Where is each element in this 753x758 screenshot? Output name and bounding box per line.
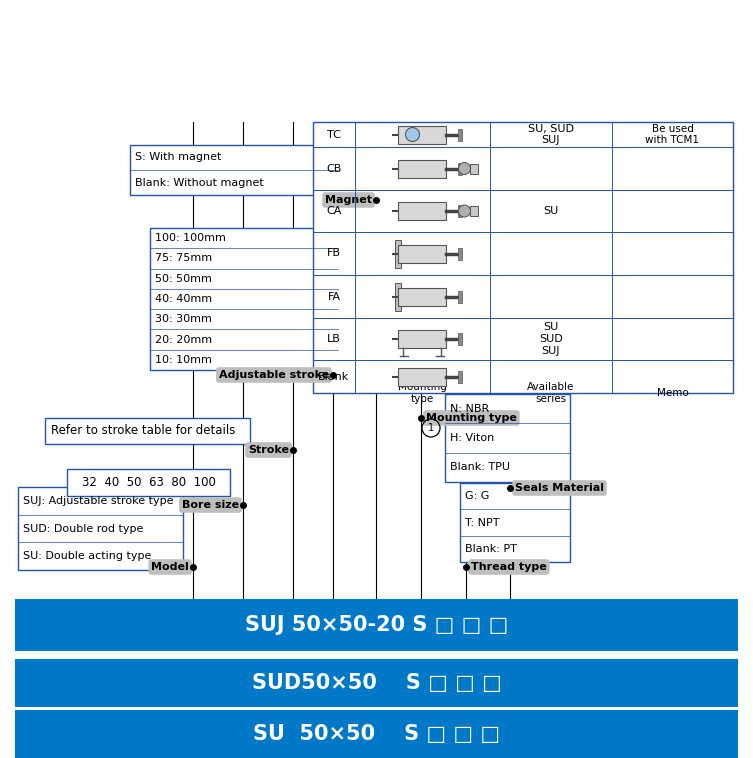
Bar <box>130 145 338 195</box>
Text: 10: 10mm: 10: 10mm <box>155 355 212 365</box>
Bar <box>395 240 401 268</box>
Bar <box>45 418 250 444</box>
Text: FB: FB <box>327 249 341 258</box>
Circle shape <box>459 162 471 174</box>
Bar <box>459 205 462 217</box>
Text: Seals Material: Seals Material <box>515 483 604 493</box>
Text: T: NPT: T: NPT <box>465 518 499 528</box>
Text: 75: 75mm: 75: 75mm <box>155 253 212 264</box>
Bar <box>313 122 733 393</box>
Text: Mounting
type: Mounting type <box>398 382 447 404</box>
Bar <box>398 245 447 262</box>
Text: H: Viton: H: Viton <box>450 433 494 443</box>
Text: SU: SU <box>544 206 559 216</box>
Bar <box>459 290 462 302</box>
Text: 20: 20mm: 20: 20mm <box>155 334 212 345</box>
Bar <box>459 248 462 259</box>
Bar <box>471 206 478 216</box>
Bar <box>15 659 738 707</box>
Text: S: With magnet: S: With magnet <box>135 152 221 162</box>
Bar <box>395 283 401 311</box>
Text: 32  40  50  63  80  100: 32 40 50 63 80 100 <box>81 476 215 489</box>
Text: SUD: Double rod type: SUD: Double rod type <box>23 524 143 534</box>
Text: Thread type: Thread type <box>471 562 547 572</box>
Text: CB: CB <box>326 164 342 174</box>
Text: Model: Model <box>151 562 189 572</box>
Bar <box>398 287 447 305</box>
Text: Magnet: Magnet <box>325 195 372 205</box>
Bar <box>459 371 462 383</box>
Bar <box>398 368 447 386</box>
Text: SU: Double acting type: SU: Double acting type <box>23 551 151 561</box>
Text: SUJ: Adjustable stroke type: SUJ: Adjustable stroke type <box>23 496 173 506</box>
Bar <box>398 330 447 348</box>
Bar <box>18 487 183 570</box>
Text: 1: 1 <box>428 423 434 433</box>
Circle shape <box>459 205 471 217</box>
Text: Blank: PT: Blank: PT <box>465 543 517 554</box>
Circle shape <box>406 127 419 142</box>
Text: LB: LB <box>327 334 341 344</box>
Text: Blank: Without magnet: Blank: Without magnet <box>135 177 264 187</box>
Bar <box>459 333 462 345</box>
Text: 30: 30mm: 30: 30mm <box>155 315 212 324</box>
Text: SU
SUD
SUJ: SU SUD SUJ <box>539 322 563 356</box>
Text: SU, SUD
SUJ: SU, SUD SUJ <box>528 124 574 146</box>
Bar <box>398 126 447 143</box>
Text: SUD50×50    S □ □ □: SUD50×50 S □ □ □ <box>252 673 501 693</box>
Bar <box>459 162 462 174</box>
Text: 50: 50mm: 50: 50mm <box>155 274 212 283</box>
Bar <box>460 483 570 562</box>
Text: Be used
with TCM1: Be used with TCM1 <box>645 124 700 146</box>
Text: N: NBR: N: NBR <box>450 404 489 414</box>
Text: SU  50×50    S □ □ □: SU 50×50 S □ □ □ <box>253 724 500 744</box>
Bar <box>398 159 447 177</box>
Bar <box>445 394 570 482</box>
Text: SUJ 50×50-20 S □ □ □: SUJ 50×50-20 S □ □ □ <box>245 615 508 635</box>
Text: 40: 40mm: 40: 40mm <box>155 294 212 304</box>
Bar <box>459 129 462 140</box>
Text: FA: FA <box>328 292 340 302</box>
Text: Available
series: Available series <box>527 382 575 404</box>
Text: Memo: Memo <box>657 388 688 398</box>
Text: TC: TC <box>327 130 341 139</box>
Bar <box>67 469 230 496</box>
Text: Mounting type: Mounting type <box>426 413 517 423</box>
Text: Stroke: Stroke <box>248 445 289 455</box>
Bar <box>15 710 738 758</box>
Text: Refer to stroke table for details: Refer to stroke table for details <box>51 424 236 437</box>
Text: CA: CA <box>326 206 342 216</box>
Bar <box>471 164 478 174</box>
Text: Blank: TPU: Blank: TPU <box>450 462 510 472</box>
Text: 100: 100mm: 100: 100mm <box>155 233 226 243</box>
Bar <box>15 599 738 651</box>
Text: G: G: G: G <box>465 491 489 501</box>
Text: Blank: Blank <box>319 371 349 381</box>
Text: Adjustable stroke: Adjustable stroke <box>219 370 329 380</box>
Bar <box>150 228 338 370</box>
Bar <box>398 202 447 220</box>
Text: Bore size: Bore size <box>182 500 239 510</box>
